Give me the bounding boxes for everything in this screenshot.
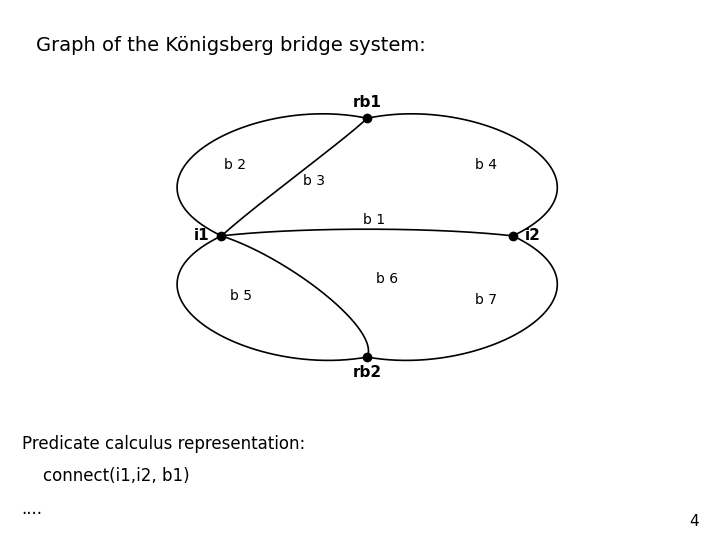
Text: 4: 4 [689,514,698,529]
Text: i2: i2 [525,228,541,244]
Text: ....: .... [22,500,42,517]
Text: b 6: b 6 [376,272,398,286]
Text: rb2: rb2 [353,365,382,380]
Text: b 4: b 4 [475,158,498,172]
Text: b 7: b 7 [475,293,498,307]
Text: i1: i1 [194,228,210,244]
Text: b 3: b 3 [303,174,325,187]
Text: Predicate calculus representation:: Predicate calculus representation: [22,435,305,453]
Text: connect(i1,i2, b1): connect(i1,i2, b1) [22,467,189,485]
Text: Graph of the Königsberg bridge system:: Graph of the Königsberg bridge system: [36,36,426,55]
Text: b 5: b 5 [230,289,252,303]
Text: b 1: b 1 [363,213,385,227]
Text: rb1: rb1 [353,96,382,110]
Text: b 2: b 2 [224,158,246,172]
